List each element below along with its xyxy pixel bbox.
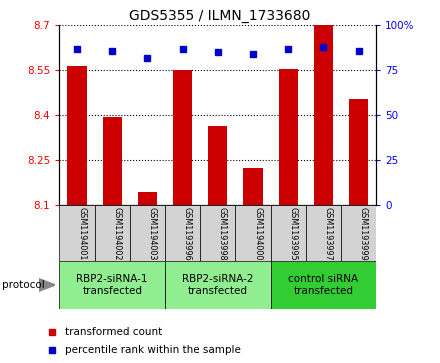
Text: GSM1194003: GSM1194003 xyxy=(147,207,156,261)
Text: GDS5355 / ILMN_1733680: GDS5355 / ILMN_1733680 xyxy=(129,9,311,23)
Bar xyxy=(271,261,376,309)
Polygon shape xyxy=(39,279,55,291)
Text: GSM1193998: GSM1193998 xyxy=(218,207,227,261)
Bar xyxy=(138,192,157,205)
Bar xyxy=(173,70,192,205)
Bar xyxy=(67,66,87,205)
Text: GSM1193995: GSM1193995 xyxy=(288,207,297,261)
Text: GSM1193996: GSM1193996 xyxy=(183,207,191,261)
Bar xyxy=(341,205,376,261)
Bar xyxy=(165,205,200,261)
Bar xyxy=(243,168,263,205)
Text: RBP2-siRNA-1
transfected: RBP2-siRNA-1 transfected xyxy=(77,274,148,296)
Text: GSM1193997: GSM1193997 xyxy=(323,207,332,261)
Bar xyxy=(349,99,368,205)
Bar xyxy=(165,261,271,309)
Text: percentile rank within the sample: percentile rank within the sample xyxy=(65,345,241,355)
Text: control siRNA
transfected: control siRNA transfected xyxy=(288,274,359,296)
Bar xyxy=(130,205,165,261)
Text: GSM1194000: GSM1194000 xyxy=(253,207,262,261)
Bar xyxy=(208,126,227,205)
Bar xyxy=(59,261,165,309)
Bar xyxy=(59,205,95,261)
Text: transformed count: transformed count xyxy=(65,327,162,337)
Bar xyxy=(306,205,341,261)
Text: GSM1194002: GSM1194002 xyxy=(112,207,121,261)
Bar xyxy=(95,205,130,261)
Bar xyxy=(235,205,271,261)
Bar xyxy=(279,69,298,205)
Bar xyxy=(271,205,306,261)
Text: GSM1193999: GSM1193999 xyxy=(359,207,367,261)
Bar xyxy=(200,205,235,261)
Text: GSM1194001: GSM1194001 xyxy=(77,207,86,261)
Bar xyxy=(103,117,122,205)
Text: RBP2-siRNA-2
transfected: RBP2-siRNA-2 transfected xyxy=(182,274,253,296)
Bar xyxy=(314,25,333,205)
Text: protocol: protocol xyxy=(2,280,45,290)
